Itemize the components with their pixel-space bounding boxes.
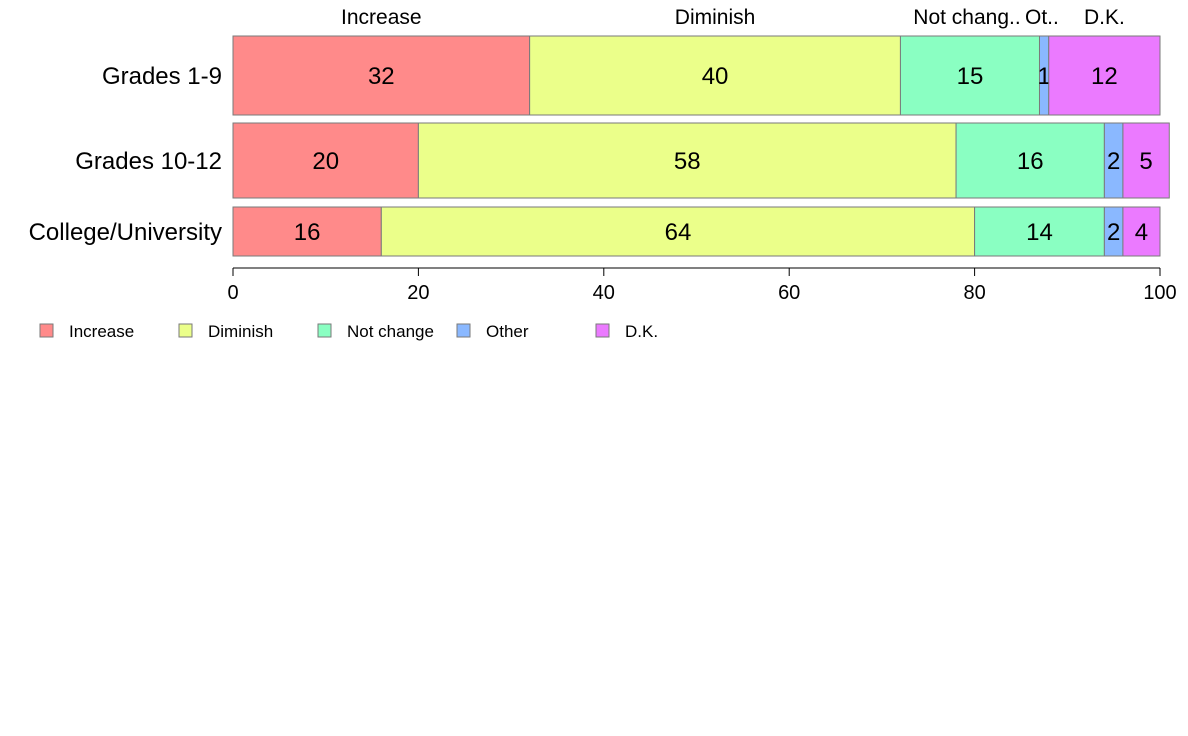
value-label-college-university-d-k: 4	[1135, 219, 1148, 246]
value-label-grades-10-12-not-change: 16	[1017, 148, 1044, 175]
value-label-grades-10-12-increase: 20	[312, 148, 339, 175]
bar-grades-10-12-increase	[232, 122, 419, 199]
category-labels: Grades 1-9 Grades 10-12 College/University	[29, 63, 222, 246]
legend-label-diminish: Diminish	[208, 322, 273, 341]
top-label-not-change: Not chang..	[913, 6, 1020, 29]
legend-label-not-change: Not change	[347, 322, 434, 341]
bar-grades-1-9-not-change	[899, 35, 1040, 116]
legend-label-d-k: D.K.	[625, 322, 658, 341]
top-label-d-k: D.K.	[1084, 6, 1125, 29]
x-tick-label-20: 20	[407, 282, 429, 304]
value-label-grades-1-9-other: 1	[1037, 63, 1050, 90]
bar-college-university-d-k	[1122, 206, 1161, 257]
category-label-grades-10-12: Grades 10-12	[75, 148, 222, 175]
bar-grades-1-9-increase	[232, 35, 531, 116]
bar-grades-10-12-d-k	[1122, 122, 1170, 199]
top-segment-labels: Increase Diminish Not chang.. Ot.. D.K.	[341, 6, 1125, 29]
legend: Increase Diminish Not change Other D.K.	[39, 322, 658, 341]
value-label-grades-10-12-d-k: 5	[1139, 148, 1152, 175]
bar-college-university-not-change	[974, 206, 1105, 257]
category-label-college-university: College/University	[29, 219, 222, 246]
value-label-college-university-not-change: 14	[1026, 219, 1053, 246]
legend-swatch-increase	[39, 323, 54, 338]
value-label-grades-10-12-other: 2	[1107, 148, 1120, 175]
value-label-grades-1-9-d-k: 12	[1091, 63, 1118, 90]
x-tick-label-100: 100	[1143, 282, 1176, 304]
top-label-diminish: Diminish	[675, 6, 756, 29]
x-tick-label-80: 80	[963, 282, 985, 304]
bar-grades-1-9-diminish	[529, 35, 901, 116]
value-label-grades-1-9-increase: 32	[368, 63, 395, 90]
category-label-grades-1-9: Grades 1-9	[102, 63, 222, 90]
legend-label-increase: Increase	[69, 322, 134, 341]
legend-label-other: Other	[486, 322, 529, 341]
bar-grades-1-9-d-k	[1048, 35, 1161, 116]
x-tick-label-40: 40	[593, 282, 615, 304]
bar-grades-10-12-not-change	[955, 122, 1105, 199]
value-label-grades-1-9-not-change: 15	[957, 63, 984, 90]
value-label-grades-1-9-diminish: 40	[702, 63, 729, 90]
legend-swatch-diminish	[178, 323, 193, 338]
bar-grades-10-12-diminish	[417, 122, 957, 199]
top-label-other: Ot..	[1025, 6, 1059, 29]
legend-swatch-d-k	[595, 323, 610, 338]
legend-swatch-not-change	[317, 323, 332, 338]
value-label-college-university-increase: 16	[294, 219, 321, 246]
x-axis: 0 20 40 60 80 100	[227, 267, 1177, 304]
x-tick-label-0: 0	[227, 282, 238, 304]
value-label-college-university-diminish: 64	[665, 219, 692, 246]
bar-college-university-increase	[232, 206, 382, 257]
x-tick-label-60: 60	[778, 282, 800, 304]
legend-swatch-other	[456, 323, 471, 338]
value-label-grades-10-12-diminish: 58	[674, 148, 701, 175]
top-label-increase: Increase	[341, 6, 422, 29]
value-label-college-university-other: 2	[1107, 219, 1120, 246]
bar-college-university-diminish	[380, 206, 976, 257]
